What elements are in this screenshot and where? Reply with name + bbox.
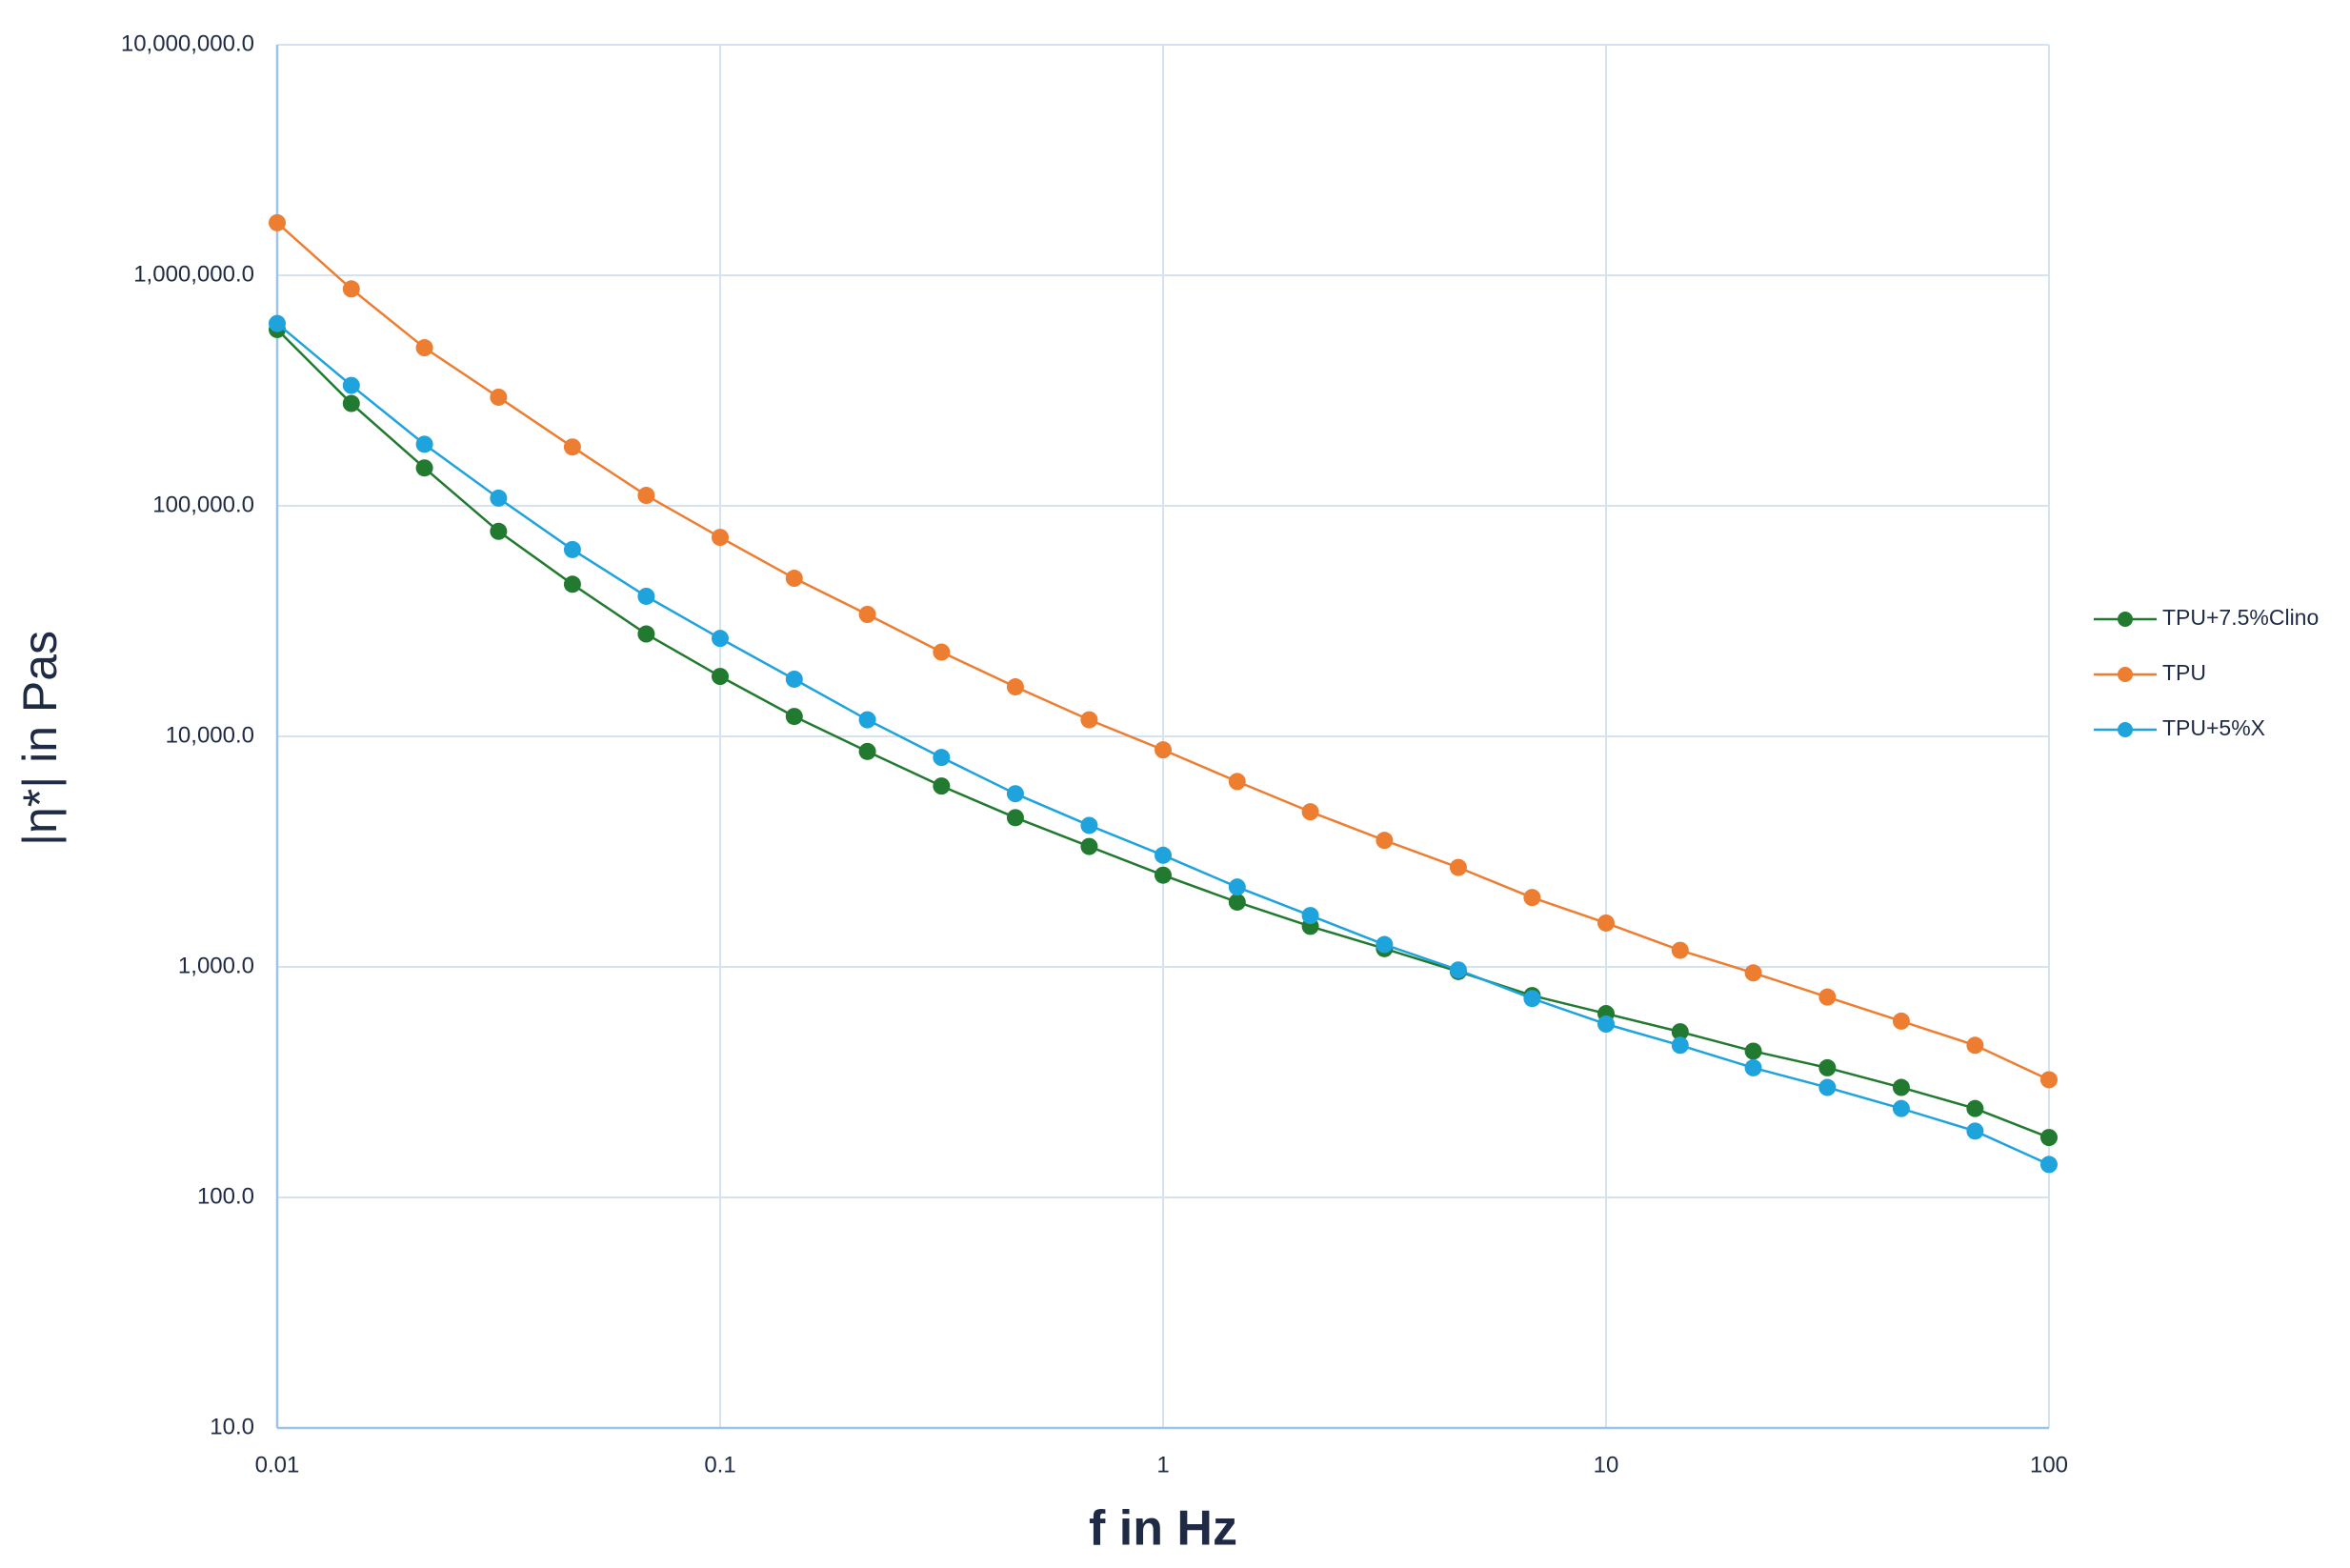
y-tick-label: 1,000,000.0 (133, 261, 254, 287)
data-point (1301, 803, 1319, 821)
y-tick-label: 100.0 (197, 1183, 254, 1209)
data-point (858, 711, 876, 729)
data-point (637, 625, 655, 643)
data-point (490, 522, 508, 540)
plot-area (269, 213, 2058, 1174)
data-point (1966, 1036, 1984, 1055)
data-point (1671, 941, 1689, 959)
data-point (1523, 889, 1541, 907)
x-tick-label: 0.01 (255, 1452, 300, 1478)
data-point (933, 749, 951, 767)
data-point (1744, 964, 1762, 982)
data-point (490, 489, 508, 507)
data-point (1744, 1058, 1762, 1076)
data-point (1818, 1058, 1837, 1076)
data-point (490, 388, 508, 406)
data-point (269, 314, 286, 332)
data-point (785, 708, 803, 726)
y-axis-label: |η*| in Pas (13, 631, 67, 846)
data-point (415, 459, 433, 477)
data-point (712, 668, 729, 686)
data-point (2040, 1156, 2058, 1174)
data-point (785, 670, 803, 688)
data-point (1892, 1078, 1910, 1096)
data-point (1301, 907, 1319, 925)
data-point (1080, 837, 1098, 855)
data-point (563, 575, 581, 593)
data-point (1080, 816, 1098, 834)
data-point (1155, 741, 1172, 759)
data-point (1228, 878, 1246, 896)
data-point (1376, 832, 1394, 850)
legend-marker (2118, 667, 2133, 682)
data-point (1006, 678, 1024, 696)
data-point (1966, 1099, 1984, 1117)
data-point (1080, 711, 1098, 729)
data-point (1671, 1036, 1689, 1055)
x-tick-label: 0.1 (704, 1452, 735, 1478)
legend-label: TPU+7.5%Clino (2162, 605, 2319, 630)
data-point (2040, 1129, 2058, 1147)
data-point (1744, 1042, 1762, 1060)
data-point (1892, 1099, 1910, 1117)
data-point (1155, 846, 1172, 864)
legend-label: TPU+5%X (2162, 715, 2265, 740)
data-point (1966, 1122, 1984, 1140)
data-point (415, 339, 433, 357)
data-point (1376, 935, 1394, 954)
x-tick-label: 10 (1594, 1452, 1619, 1478)
data-point (1228, 893, 1246, 911)
data-point (1892, 1012, 1910, 1030)
data-point (342, 376, 360, 394)
data-point (342, 394, 360, 412)
data-point (342, 280, 360, 298)
data-point (1818, 988, 1837, 1006)
data-point (1523, 990, 1541, 1008)
data-point (1818, 1078, 1837, 1096)
data-point (637, 587, 655, 605)
x-tick-label: 1 (1156, 1452, 1169, 1478)
data-point (1006, 809, 1024, 827)
legend-label: TPU (2162, 660, 2206, 685)
data-point (933, 643, 951, 661)
data-point (858, 742, 876, 760)
grid (276, 44, 2050, 1429)
data-point (637, 487, 655, 505)
data-point (2040, 1071, 2058, 1089)
data-point (1597, 1015, 1615, 1034)
y-tick-label: 10.0 (210, 1414, 254, 1439)
data-point (933, 777, 951, 795)
y-tick-label: 10,000,000.0 (121, 30, 254, 56)
data-point (712, 630, 729, 648)
data-point (1449, 961, 1467, 979)
data-point (269, 213, 286, 231)
x-tick-label: 100 (2030, 1452, 2068, 1478)
x-axis-label: f in Hz (1089, 1501, 1237, 1557)
data-point (1006, 785, 1024, 803)
data-point (785, 570, 803, 588)
data-point (1597, 914, 1615, 932)
y-tick-label: 10,000.0 (166, 722, 254, 748)
data-point (1671, 1023, 1689, 1041)
data-point (1155, 866, 1172, 884)
y-tick-label: 100,000.0 (152, 492, 254, 517)
data-point (563, 438, 581, 456)
data-point (858, 606, 876, 624)
axes (275, 45, 2049, 1430)
data-point (563, 540, 581, 558)
data-point (1449, 858, 1467, 876)
data-point (1228, 773, 1246, 791)
y-tick-label: 1,000.0 (178, 953, 254, 978)
legend-marker (2118, 722, 2133, 737)
data-point (712, 529, 729, 547)
legend-marker (2118, 612, 2133, 627)
data-point (415, 435, 433, 453)
